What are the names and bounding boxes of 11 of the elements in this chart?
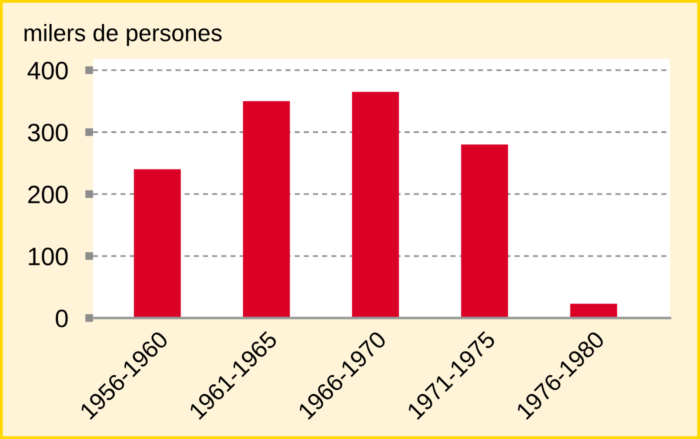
bar [242, 101, 290, 318]
y-axis-title: milers de persones [24, 24, 222, 46]
bar [461, 144, 508, 318]
bar [352, 92, 399, 318]
y-tick-label: 400 [28, 62, 68, 80]
bar [134, 169, 181, 318]
y-tick-label: 100 [28, 248, 68, 266]
bar [570, 304, 618, 318]
y-tick-label: 300 [28, 124, 68, 142]
y-tick-label: 0 [56, 310, 68, 328]
y-tick-label: 200 [28, 186, 68, 204]
